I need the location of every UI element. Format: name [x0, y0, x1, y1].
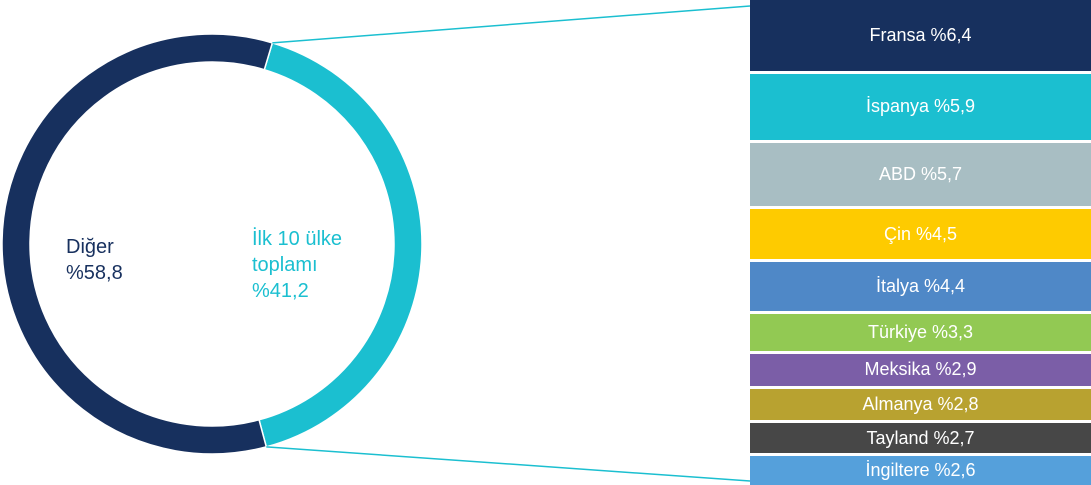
other-slice-value: %58,8	[66, 262, 123, 284]
bar-segment-label: Tayland %2,7	[866, 427, 975, 448]
bar-segment-3: Çin %4,5	[750, 209, 1091, 260]
bar-segment-2: ABD %5,7	[750, 142, 1091, 207]
bar-segment-1: İspanya %5,9	[750, 74, 1091, 140]
top10-slice-label: İlk 10 ülke toplamı %41,2	[252, 226, 342, 304]
bar-segment-6: Meksika %2,9	[750, 353, 1091, 386]
other-slice-label: Diğer %58,8	[66, 234, 123, 286]
bar-segment-label: Fransa %6,4	[869, 25, 972, 46]
bar-segment-7: Almanya %2,8	[750, 388, 1091, 421]
bar-segment-label: İngiltere %2,6	[865, 460, 976, 481]
other-slice-name: Diğer	[66, 236, 114, 258]
connector-line-top	[272, 5, 751, 44]
bar-segment-label: ABD %5,7	[878, 163, 963, 184]
bar-segment-label: Almanya %2,8	[862, 394, 979, 415]
bar-segment-label: Meksika %2,9	[864, 359, 977, 380]
bar-segment-label: İspanya %5,9	[865, 96, 976, 117]
top10-slice-name-line2: toplamı	[252, 254, 318, 276]
connector-line-bottom	[266, 446, 751, 482]
top10-slice-name-line1: İlk 10 ülke	[252, 228, 343, 250]
donut-slice-other	[1, 33, 274, 455]
bar-segment-5: Türkiye %3,3	[750, 314, 1091, 351]
bar-segment-label: Çin %4,5	[883, 223, 958, 244]
top10-slice-value: %41,2	[252, 280, 309, 302]
bar-segment-4: İtalya %4,4	[750, 262, 1091, 312]
bar-segment-9: İngiltere %2,6	[750, 456, 1091, 485]
bar-segment-label: Türkiye %3,3	[867, 321, 974, 342]
bar-segment-0: Fransa %6,4	[750, 0, 1091, 72]
bar-segment-8: Tayland %2,7	[750, 423, 1091, 454]
bar-segment-label: İtalya %4,4	[875, 276, 966, 297]
